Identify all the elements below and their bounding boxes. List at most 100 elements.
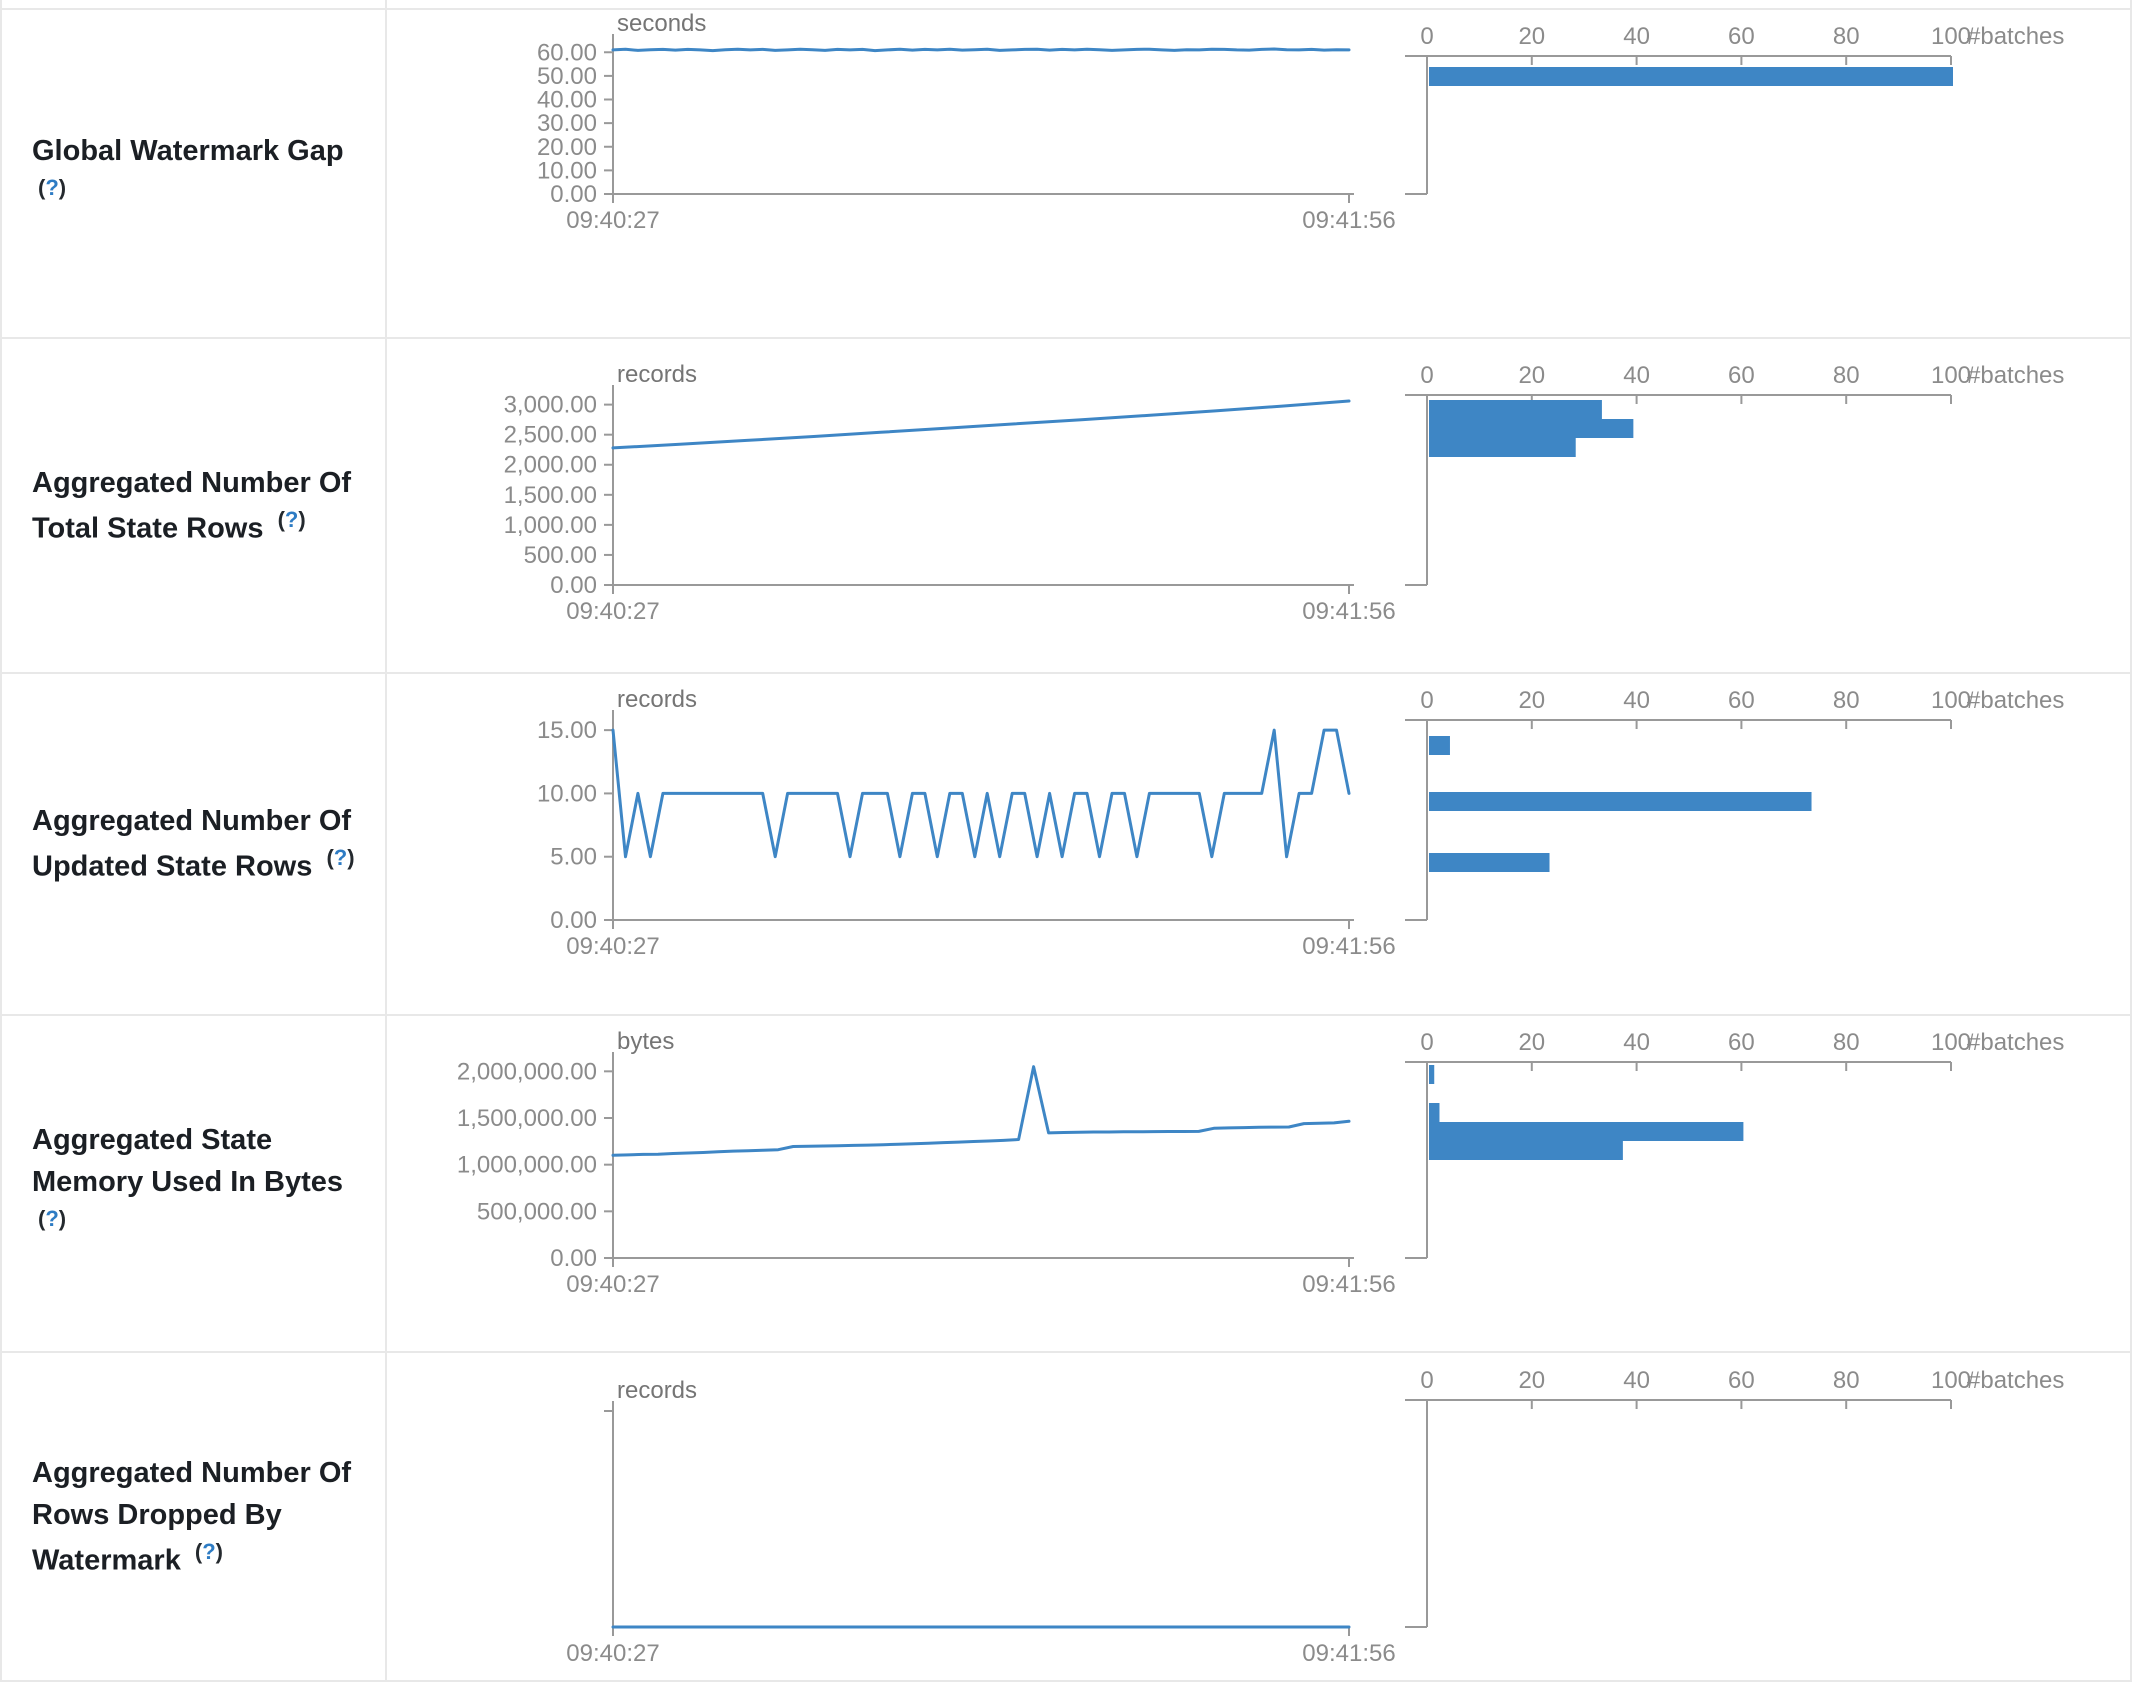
help-paren-open: ( xyxy=(326,845,334,871)
help-tooltip[interactable]: (?) xyxy=(326,845,354,870)
histogram-bar[interactable] xyxy=(1429,1103,1440,1122)
help-paren-close: ) xyxy=(58,1205,67,1231)
y-tick-label: 500.00 xyxy=(524,542,597,569)
charts-canvas: 09:40:27 09:41:56 0 20 40 60 80 100#batches xyxy=(566,1367,2064,1667)
metric-row: Aggregated Number Of Updated State Rows … xyxy=(2,674,2130,1016)
metric-title: Aggregated State Memory Used In Bytes (?… xyxy=(32,1119,355,1249)
timeline-series-line[interactable] xyxy=(611,728,1351,859)
y-tick-label: 0.00 xyxy=(550,1245,597,1272)
histogram-bar[interactable] xyxy=(1429,400,1602,419)
help-paren-open: ( xyxy=(38,174,46,200)
y-axis-unit-label: bytes xyxy=(617,1028,675,1055)
help-paren-open: ( xyxy=(277,506,285,532)
histogram-tick-label: 0 xyxy=(1420,1029,1433,1056)
histogram-tick-label: 40 xyxy=(1623,687,1650,714)
histogram-tick-label: 20 xyxy=(1518,687,1545,714)
help-question-icon[interactable]: ? xyxy=(333,845,348,871)
histogram-bar[interactable] xyxy=(1429,853,1550,872)
y-tick-label: 1,500,000.00 xyxy=(457,1105,597,1132)
x-axis-end-time-label: 09:41:56 xyxy=(1302,1271,1395,1298)
histogram-tick-label: 0 xyxy=(1420,687,1433,714)
histogram-tick-label: 20 xyxy=(1518,1029,1545,1056)
metric-title-text: Aggregated State Memory Used In Bytes xyxy=(32,1123,344,1198)
help-paren-open: ( xyxy=(194,1538,203,1564)
help-paren-close: ) xyxy=(215,1538,223,1564)
histogram-tick-label: 60 xyxy=(1728,362,1755,389)
metric-row: Aggregated State Memory Used In Bytes (?… xyxy=(2,1016,2130,1353)
histogram-tick-label: 100 xyxy=(1931,23,1971,50)
help-tooltip[interactable]: (?) xyxy=(195,1539,223,1564)
metric-label-cell: Aggregated Number Of Total State Rows (?… xyxy=(2,339,387,672)
timeline-series-line[interactable] xyxy=(611,1065,1351,1157)
histogram-tick-label: 40 xyxy=(1623,1029,1650,1056)
help-question-icon[interactable]: ? xyxy=(202,1538,216,1564)
histogram-tick-label: 20 xyxy=(1518,362,1545,389)
histogram-tick-label: 20 xyxy=(1518,23,1545,50)
x-axis-start-time-label: 09:40:27 xyxy=(566,598,659,625)
charts-canvas: 60.0050.0040.0030.0020.0010.000.0009:40:… xyxy=(537,23,2064,234)
y-tick-label: 15.00 xyxy=(537,717,597,744)
timeline-series-line[interactable] xyxy=(611,399,1351,450)
metric-charts-cell: seconds 60.00 50.00 40.00 30.00 20.00 10.00 0.0… xyxy=(387,10,2130,337)
y-axis-unit-label: seconds xyxy=(617,10,707,37)
help-tooltip[interactable]: (?) xyxy=(38,1206,66,1231)
histogram-tick-label: 100 xyxy=(1931,687,1971,714)
metric-charts-cell: bytes 2,000,000.00 1,500,000.00 1,000,000.0… xyxy=(387,1016,2130,1351)
x-axis-start-time-label: 09:40:27 xyxy=(566,207,659,234)
help-question-icon[interactable]: ? xyxy=(45,1205,59,1231)
metric-title-text: Aggregated Number Of Total State Rows xyxy=(32,466,352,545)
histogram-bar[interactable] xyxy=(1429,419,1634,438)
histogram-tick-label: 40 xyxy=(1623,362,1650,389)
histogram-unit-label: #batches xyxy=(1967,362,2064,389)
partial-previous-chart-cell xyxy=(387,0,2130,8)
help-paren-close: ) xyxy=(298,506,306,532)
histogram-bar[interactable] xyxy=(1429,1065,1435,1084)
help-question-icon[interactable]: ? xyxy=(45,174,59,200)
histogram-tick-label: 60 xyxy=(1728,687,1755,714)
histogram-tick-label: 80 xyxy=(1833,687,1860,714)
partial-previous-label-cell xyxy=(2,0,387,8)
y-tick-label: 3,000.00 xyxy=(504,392,597,419)
charts-canvas: 2,000,000.00 1,500,000.00 1,000,000.00 500,… xyxy=(457,1029,2065,1298)
help-tooltip[interactable]: (?) xyxy=(278,507,306,532)
timeline-series-line[interactable] xyxy=(611,47,1351,53)
histogram-tick-label: 100 xyxy=(1931,1029,1971,1056)
histogram-bar[interactable] xyxy=(1429,438,1576,457)
metric-title-text: Aggregated Number Of Rows Dropped By Wat… xyxy=(32,1456,352,1577)
metric-label-cell: Global Watermark Gap (?) xyxy=(2,10,387,337)
metric-title: Aggregated Number Of Updated State Rows … xyxy=(32,800,355,888)
histogram-bar[interactable] xyxy=(1429,1141,1623,1160)
histogram-tick-label: 80 xyxy=(1833,1029,1860,1056)
histogram-bar[interactable] xyxy=(1429,1122,1744,1141)
help-question-icon[interactable]: ? xyxy=(284,506,299,532)
help-tooltip[interactable]: (?) xyxy=(38,175,66,200)
y-tick-label: 1,500.00 xyxy=(504,482,597,509)
histogram-tick-label: 100 xyxy=(1931,1367,1971,1394)
metric-row: Aggregated Number Of Rows Dropped By Wat… xyxy=(2,1353,2130,1682)
histogram-tick-label: 80 xyxy=(1833,23,1860,50)
help-paren-close: ) xyxy=(347,845,355,871)
y-axis-unit-label: records xyxy=(617,686,698,713)
histogram-bar[interactable] xyxy=(1429,736,1450,755)
histogram-tick-label: 80 xyxy=(1833,362,1860,389)
histogram-bar[interactable] xyxy=(1429,67,1953,86)
histogram-bar[interactable] xyxy=(1429,792,1812,811)
histogram-tick-label: 0 xyxy=(1420,362,1433,389)
y-tick-label: 5.00 xyxy=(550,844,597,871)
charts-canvas: 3,000.00 2,500.00 2,000.00 1,500.00 1,000.00… xyxy=(504,362,2065,625)
histogram-tick-label: 60 xyxy=(1728,23,1755,50)
y-tick-label: 0.00 xyxy=(550,907,597,934)
metric-title-text: Global Watermark Gap xyxy=(32,134,344,167)
y-tick-label: 10.00 xyxy=(537,157,597,184)
histogram-unit-label: #batches xyxy=(1967,687,2064,714)
y-tick-label: 0.00 xyxy=(550,181,597,208)
y-tick-label: 10.00 xyxy=(537,780,597,807)
histogram-tick-label: 60 xyxy=(1728,1367,1755,1394)
help-paren-open: ( xyxy=(38,1205,46,1231)
metric-charts-cell: records 3,000.00 2,500.00 2,000.00 1,500.00 1… xyxy=(387,339,2130,672)
metric-row: Aggregated Number Of Total State Rows (?… xyxy=(2,339,2130,674)
x-axis-start-time-label: 09:40:27 xyxy=(566,1271,659,1298)
y-tick-label: 60.00 xyxy=(537,39,597,66)
